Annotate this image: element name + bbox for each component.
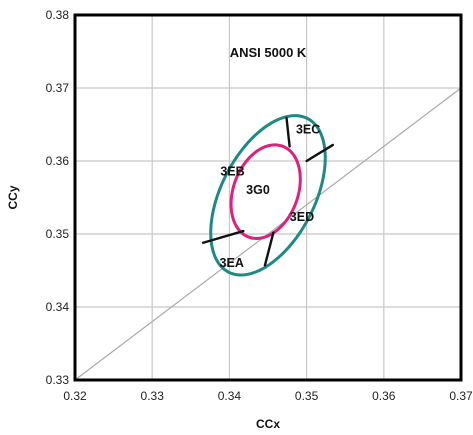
x-axis-label: CCx	[256, 417, 280, 431]
divider-line	[263, 231, 275, 267]
outer-ellipse	[209, 114, 327, 277]
divider-line	[285, 116, 291, 148]
region-label: 3EC	[296, 122, 320, 136]
x-tick-label: 0.34	[218, 389, 242, 403]
inner-ellipse	[229, 143, 302, 240]
divider-line	[305, 143, 335, 163]
x-tick-label: 0.35	[295, 389, 319, 403]
tick-labels: 0.32 0.33 0.34 0.35 0.36 0.37 0.33 0.34 0.35 0.36…	[46, 8, 473, 403]
x-tick-label: 0.33	[141, 389, 165, 403]
region-label: 3ED	[290, 210, 314, 224]
reference-line	[74, 87, 462, 381]
chart-annotation: ANSI 5000 K	[230, 45, 307, 60]
grid	[75, 15, 461, 380]
x-tick-label: 0.37	[449, 389, 473, 403]
y-tick-label: 0.38	[46, 8, 70, 22]
region-label: 3EA	[220, 256, 244, 270]
y-tick-label: 0.37	[46, 81, 70, 95]
y-tick-label: 0.34	[46, 300, 70, 314]
plot-frame	[73, 13, 463, 382]
region-label: 3EB	[220, 165, 244, 179]
y-axis-label: CCy	[6, 185, 20, 209]
x-tick-label: 0.32	[63, 389, 87, 403]
y-tick-label: 0.35	[46, 227, 70, 241]
x-tick-label: 0.36	[372, 389, 396, 403]
divider-line	[201, 229, 245, 244]
divider-lines	[201, 116, 335, 267]
y-tick-label: 0.33	[46, 373, 70, 387]
region-label: 3G0	[246, 183, 270, 197]
y-tick-label: 0.36	[46, 154, 70, 168]
